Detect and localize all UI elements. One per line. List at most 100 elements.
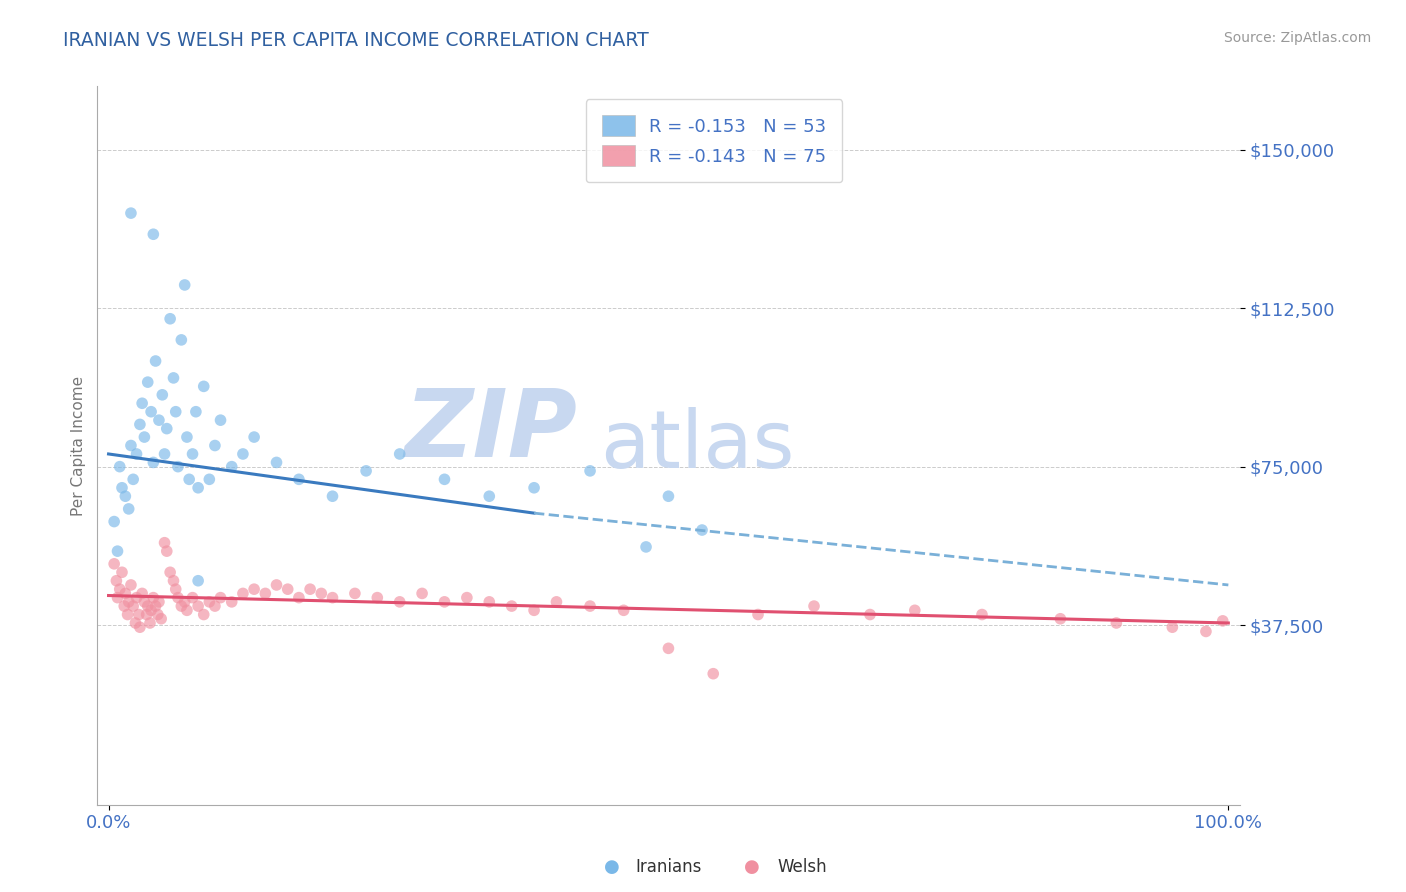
Point: [170, 599, 193, 613]
Point: [134, 430, 156, 444]
Point: [193, 607, 215, 622]
Point: [198, 472, 221, 486]
Point: [142, 455, 165, 469]
Point: [1212, 614, 1234, 628]
Text: ●: ●: [744, 858, 761, 876]
Text: ●: ●: [603, 858, 620, 876]
Point: [173, 277, 195, 292]
Point: [209, 413, 232, 427]
Point: [179, 472, 201, 486]
Point: [181, 591, 204, 605]
Point: [1195, 624, 1218, 639]
Point: [579, 599, 602, 613]
Point: [105, 574, 128, 588]
Point: [634, 540, 657, 554]
Point: [266, 578, 288, 592]
Point: [546, 595, 568, 609]
Point: [131, 396, 153, 410]
Point: [232, 447, 254, 461]
Text: ZIP: ZIP: [404, 385, 576, 477]
Point: [131, 586, 153, 600]
Point: [117, 607, 139, 622]
Point: [170, 333, 193, 347]
Point: [579, 464, 602, 478]
Point: [523, 603, 546, 617]
Point: [747, 607, 769, 622]
Point: [478, 489, 501, 503]
Point: [125, 447, 148, 461]
Y-axis label: Per Capita Income: Per Capita Income: [72, 376, 86, 516]
Point: [1105, 615, 1128, 630]
Point: [243, 430, 266, 444]
Point: [266, 455, 288, 469]
Point: [145, 599, 167, 613]
Point: [136, 599, 159, 613]
Point: [111, 566, 134, 580]
Point: [159, 311, 181, 326]
Point: [221, 459, 243, 474]
Point: [165, 405, 187, 419]
Point: [702, 666, 724, 681]
Point: [176, 603, 198, 617]
Point: [125, 591, 148, 605]
Point: [153, 447, 176, 461]
Point: [859, 607, 882, 622]
Legend: R = -0.153   N = 53, R = -0.143   N = 75: R = -0.153 N = 53, R = -0.143 N = 75: [586, 99, 842, 182]
Point: [139, 615, 162, 630]
Point: [134, 595, 156, 609]
Point: [148, 595, 170, 609]
Point: [321, 591, 343, 605]
Point: [150, 612, 173, 626]
Point: [311, 586, 333, 600]
Point: [187, 574, 209, 588]
Point: [122, 599, 145, 613]
Point: [124, 615, 146, 630]
Point: [299, 582, 322, 597]
Point: [288, 591, 311, 605]
Point: [120, 578, 142, 592]
Point: [904, 603, 927, 617]
Point: [107, 591, 129, 605]
Point: [209, 591, 232, 605]
Point: [108, 582, 131, 597]
Text: Source: ZipAtlas.com: Source: ZipAtlas.com: [1223, 31, 1371, 45]
Point: [1161, 620, 1184, 634]
Point: [173, 595, 195, 609]
Point: [148, 413, 170, 427]
Point: [501, 599, 523, 613]
Point: [103, 557, 125, 571]
Point: [145, 354, 167, 368]
Point: [162, 371, 184, 385]
Point: [167, 591, 190, 605]
Point: [142, 591, 165, 605]
Point: [156, 422, 179, 436]
Point: [221, 595, 243, 609]
Point: [321, 489, 343, 503]
Text: Welsh: Welsh: [778, 858, 827, 876]
Point: [690, 523, 713, 537]
Point: [803, 599, 825, 613]
Point: [187, 599, 209, 613]
Point: [114, 586, 136, 600]
Point: [112, 599, 135, 613]
Point: [243, 582, 266, 597]
Point: [150, 388, 173, 402]
Point: [153, 535, 176, 549]
Point: [277, 582, 299, 597]
Point: [478, 595, 501, 609]
Point: [288, 472, 311, 486]
Point: [193, 379, 215, 393]
Point: [176, 430, 198, 444]
Point: [129, 417, 152, 432]
Point: [136, 375, 159, 389]
Point: [433, 472, 456, 486]
Point: [165, 582, 187, 597]
Point: [139, 405, 162, 419]
Point: [657, 641, 679, 656]
Point: [146, 607, 169, 622]
Point: [120, 206, 142, 220]
Point: [388, 447, 411, 461]
Point: [114, 489, 136, 503]
Point: [657, 489, 679, 503]
Text: atlas: atlas: [600, 407, 794, 484]
